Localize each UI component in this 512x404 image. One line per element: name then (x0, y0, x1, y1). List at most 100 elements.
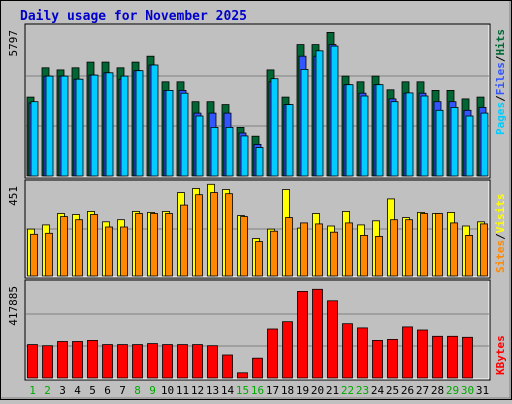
y-max-label: 417885 (7, 286, 20, 326)
bar-pages-day-14 (225, 127, 234, 177)
bar-sites-day-5 (90, 214, 98, 277)
bar-pages-day-27 (420, 95, 429, 177)
bar-pages-day-22 (345, 84, 354, 177)
bar-kbytes-day-22 (342, 323, 353, 379)
bar-sites-day-19 (300, 222, 308, 277)
bar-sites-day-3 (60, 216, 68, 277)
bar-pages-day-11 (180, 92, 189, 177)
bar-sites-day-21 (330, 231, 338, 277)
legend-top: Pages/Files/Hits (494, 29, 507, 135)
bar-sites-day-28 (435, 213, 443, 277)
bar-pages-day-16 (255, 147, 264, 177)
bar-kbytes-day-4 (72, 341, 83, 379)
chart-panels: 5797 451 417885 (7, 23, 491, 381)
bar-pages-day-2 (45, 75, 54, 177)
bar-kbytes-day-11 (177, 344, 188, 379)
bar-pages-day-15 (240, 135, 249, 177)
bar-sites-day-16 (255, 241, 263, 277)
x-tick-day-1: 1 (29, 384, 36, 397)
bar-sites-day-4 (75, 219, 83, 277)
bar-pages-day-13 (210, 127, 219, 177)
bar-sites-day-30 (465, 234, 473, 277)
bar-pages-day-19 (300, 69, 309, 177)
bar-sites-day-13 (210, 192, 218, 277)
x-tick-day-17: 17 (266, 384, 279, 397)
bar-sites-day-9 (150, 213, 158, 277)
x-tick-day-16: 16 (251, 384, 264, 397)
bar-kbytes-day-5 (87, 339, 98, 379)
bar-sites-day-23 (360, 234, 368, 277)
bar-kbytes-day-20 (312, 288, 323, 379)
bar-sites-day-17 (270, 230, 278, 277)
x-tick-day-7: 7 (119, 384, 126, 397)
x-tick-day-4: 4 (74, 384, 81, 397)
bar-kbytes-day-14 (222, 354, 233, 379)
x-tick-day-24: 24 (371, 384, 385, 397)
bar-kbytes-day-21 (327, 300, 338, 379)
bar-sites-day-12 (195, 194, 203, 277)
bar-kbytes-day-29 (447, 335, 458, 379)
bar-sites-day-10 (165, 213, 173, 277)
bar-kbytes-day-10 (162, 344, 173, 379)
bar-kbytes-day-2 (42, 345, 53, 379)
bar-kbytes-day-8 (132, 344, 143, 379)
x-tick-day-23: 23 (356, 384, 369, 397)
x-tick-day-28: 28 (431, 384, 444, 397)
bar-pages-day-17 (270, 78, 279, 177)
x-tick-day-22: 22 (341, 384, 354, 397)
bar-kbytes-day-24 (372, 339, 383, 379)
x-tick-day-20: 20 (311, 384, 324, 397)
bar-sites-day-29 (450, 222, 458, 277)
panel-kbytes: 417885 (7, 279, 491, 381)
bar-kbytes-day-15 (237, 372, 248, 379)
bar-sites-day-15 (240, 216, 248, 277)
bar-pages-day-25 (390, 101, 399, 177)
legend-item-kbytes: KBytes (494, 335, 507, 375)
bar-kbytes-day-25 (387, 338, 398, 379)
bar-sites-day-31 (480, 223, 488, 277)
bar-pages-day-12 (195, 115, 204, 177)
legend-item-files: Files (494, 62, 507, 95)
bar-sites-day-1 (30, 233, 38, 277)
bar-sites-day-26 (405, 219, 413, 277)
x-tick-day-31: 31 (476, 384, 489, 397)
x-tick-day-26: 26 (401, 384, 414, 397)
x-tick-day-13: 13 (206, 384, 219, 397)
bar-sites-day-24 (375, 235, 383, 277)
x-tick-day-12: 12 (191, 384, 204, 397)
bar-kbytes-day-6 (102, 344, 113, 379)
x-tick-day-30: 30 (461, 384, 474, 397)
bar-kbytes-day-17 (267, 328, 278, 379)
bar-sites-day-27 (420, 213, 428, 277)
bar-kbytes-day-1 (27, 344, 38, 379)
bar-kbytes-day-9 (147, 343, 158, 379)
x-tick-day-15: 15 (236, 384, 249, 397)
x-tick-day-29: 29 (446, 384, 459, 397)
legend-item-hits: Hits (494, 29, 507, 56)
bar-pages-day-28 (435, 109, 444, 177)
bar-sites-day-7 (120, 226, 128, 277)
panel-hits-files-pages: 5797 (7, 23, 491, 179)
chart-title: Daily usage for November 2025 (20, 9, 247, 24)
legend-separator: / (494, 55, 507, 62)
x-tick-day-21: 21 (326, 384, 339, 397)
bar-pages-day-9 (150, 64, 159, 177)
x-tick-day-27: 27 (416, 384, 429, 397)
bar-sites-day-25 (390, 219, 398, 277)
bar-kbytes-day-28 (432, 335, 443, 379)
bar-kbytes-day-26 (402, 326, 413, 379)
bar-pages-day-18 (285, 104, 294, 177)
bar-pages-day-21 (330, 45, 339, 177)
bar-pages-day-4 (75, 78, 84, 177)
bar-pages-day-20 (315, 50, 324, 177)
bar-sites-day-11 (180, 204, 188, 277)
x-axis: 1 2 3 4 5 6 7 8 9 10 11 12 13 14 15 16 17 18 19 20 21 22 23 24 2… (29, 384, 489, 397)
x-tick-day-9: 9 (149, 384, 156, 397)
bar-pages-day-6 (105, 72, 114, 177)
x-tick-day-11: 11 (176, 384, 189, 397)
bar-kbytes-day-27 (417, 329, 428, 379)
x-tick-day-3: 3 (59, 384, 66, 397)
bar-sites-day-2 (45, 232, 53, 277)
